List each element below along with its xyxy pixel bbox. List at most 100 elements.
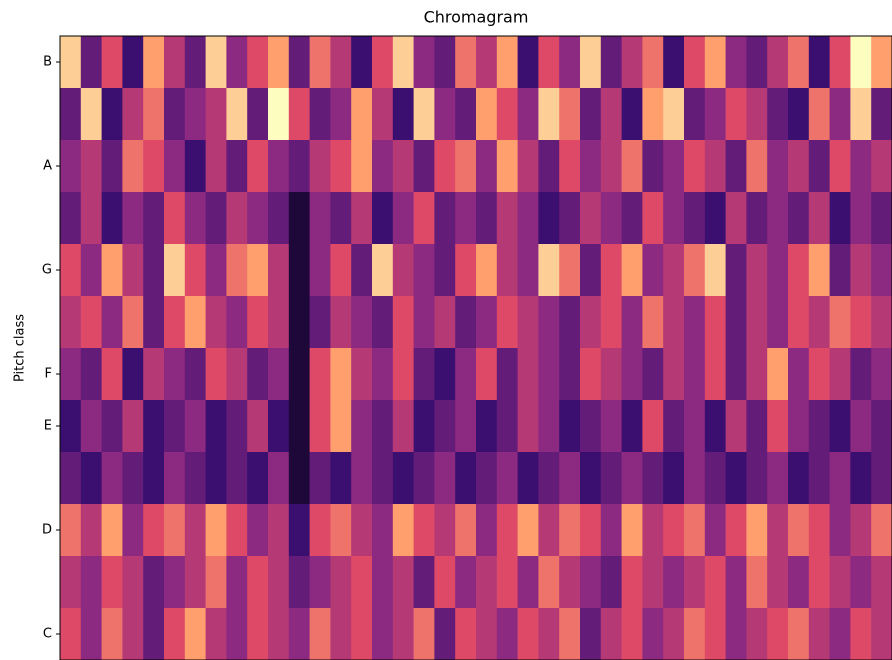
heat-cell: [871, 88, 892, 140]
heat-cell: [143, 140, 165, 192]
heat-cell: [829, 88, 851, 140]
heat-cell: [850, 556, 872, 608]
heat-cell: [434, 140, 456, 192]
heat-cell: [392, 348, 415, 400]
heat-cell: [621, 556, 643, 608]
heat-cell: [517, 192, 539, 244]
heat-cell: [288, 452, 311, 504]
heat-cell: [268, 88, 290, 140]
heat-cell: [60, 88, 82, 140]
heat-cell: [538, 400, 560, 452]
heat-cell: [143, 504, 165, 556]
heat-cell: [725, 556, 747, 608]
heat-cell: [871, 348, 892, 400]
heat-cell: [351, 348, 373, 400]
heat-cell: [496, 348, 519, 400]
heat-cell: [226, 140, 248, 192]
heat-cell: [767, 452, 789, 504]
heat-cell: [101, 452, 123, 504]
heat-cell: [476, 504, 498, 556]
heat-cell: [351, 608, 373, 660]
heat-cell: [621, 140, 643, 192]
heat-cell: [829, 36, 851, 88]
heat-cell: [434, 504, 456, 556]
heat-cell: [496, 140, 519, 192]
heat-cell: [60, 348, 82, 400]
heat-cell: [122, 192, 144, 244]
heat-cell: [122, 556, 144, 608]
heat-cell: [392, 36, 415, 88]
heat-cell: [122, 140, 144, 192]
heat-cell: [725, 452, 747, 504]
heat-cell: [309, 504, 331, 556]
heat-cell: [288, 192, 311, 244]
heat-cell: [392, 140, 415, 192]
heat-cell: [580, 348, 602, 400]
heat-cell: [559, 140, 581, 192]
heat-cell: [538, 192, 560, 244]
heat-cell: [184, 452, 207, 504]
heat-cell: [122, 348, 144, 400]
heat-cell: [392, 608, 415, 660]
heat-cell: [725, 296, 747, 348]
heat-cell: [164, 36, 186, 88]
heat-cell: [767, 296, 789, 348]
heat-cell: [455, 296, 477, 348]
heat-cell: [871, 556, 892, 608]
heat-cell: [455, 140, 477, 192]
heat-cell: [600, 192, 623, 244]
heat-cell: [871, 504, 892, 556]
heat-cell: [455, 88, 477, 140]
heat-cell: [517, 400, 539, 452]
heat-cell: [684, 452, 706, 504]
heat-cell: [517, 556, 539, 608]
y-tick-label: B: [43, 55, 52, 70]
heat-cell: [704, 608, 727, 660]
heat-cell: [767, 556, 789, 608]
heat-cell: [309, 192, 331, 244]
heat-cell: [143, 36, 165, 88]
heat-cell: [309, 296, 331, 348]
heat-cell: [538, 452, 560, 504]
heat-cell: [850, 348, 872, 400]
heat-cell: [80, 244, 103, 296]
heat-cell: [621, 296, 643, 348]
heat-cell: [455, 608, 477, 660]
heat-cell: [226, 400, 248, 452]
heat-cell: [746, 608, 768, 660]
heat-cell: [788, 608, 810, 660]
heat-cell: [205, 608, 227, 660]
heat-cell: [372, 88, 394, 140]
heat-cell: [663, 556, 685, 608]
heat-cell: [642, 192, 664, 244]
heat-cell: [122, 296, 144, 348]
heat-cell: [143, 556, 165, 608]
heat-cell: [850, 192, 872, 244]
heat-cell: [164, 556, 186, 608]
heat-cell: [413, 192, 435, 244]
heat-cell: [80, 400, 103, 452]
heat-cell: [247, 608, 269, 660]
heat-cell: [684, 192, 706, 244]
heat-cell: [684, 36, 706, 88]
heat-cell: [580, 192, 602, 244]
heat-cell: [663, 244, 685, 296]
heat-cell: [372, 348, 394, 400]
heat-cell: [392, 88, 415, 140]
heat-cell: [517, 348, 539, 400]
heat-cell: [309, 140, 331, 192]
y-tick-label: E: [44, 419, 52, 434]
heat-cell: [829, 140, 851, 192]
heat-cell: [621, 192, 643, 244]
heat-cell: [704, 296, 727, 348]
heat-cell: [309, 244, 331, 296]
heat-cell: [330, 556, 352, 608]
heat-cell: [60, 296, 82, 348]
heat-cell: [808, 504, 831, 556]
heat-cell: [392, 192, 415, 244]
heat-cell: [663, 36, 685, 88]
heat-cell: [559, 244, 581, 296]
heat-cell: [580, 36, 602, 88]
heat-cell: [808, 452, 831, 504]
heat-cell: [496, 192, 519, 244]
